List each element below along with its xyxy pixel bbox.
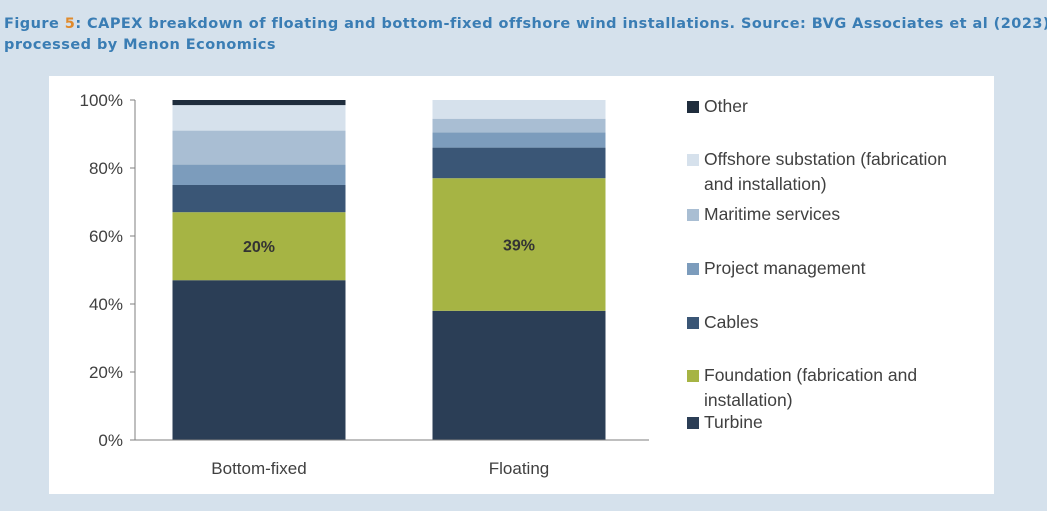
chart-panel: 20% 39% Bottom-fixed Floating 0% 20% 40% 60% 80… xyxy=(49,76,994,494)
axes-group: Bottom-fixed Floating 0% 20% 40% 60% 80% 100% xyxy=(80,91,649,478)
bar-bottom-fixed-maritime-services xyxy=(172,130,346,165)
bar-floating-offshore-substation-fabrication-and-installation xyxy=(432,100,606,119)
bar-floating-project-management xyxy=(432,132,606,148)
bar-bottom-fixed-cables xyxy=(172,185,346,213)
bar-bottom-fixed-other xyxy=(172,100,346,106)
y-tick-label: 80% xyxy=(89,159,123,178)
caption-line-2: processed by Menon Economics xyxy=(4,37,276,53)
bar-bottom-fixed-turbine xyxy=(172,280,346,440)
bar-floating-turbine xyxy=(432,310,606,440)
data-label-group: 20% 39% xyxy=(243,238,535,257)
bar-floating-foundation-fabrication-and-installation xyxy=(432,178,606,311)
bar-floating-maritime-services xyxy=(432,118,606,133)
category-label-bottom-fixed: Bottom-fixed xyxy=(211,459,306,478)
caption-title: : CAPEX breakdown of floating and bottom… xyxy=(75,16,1047,32)
y-tick-label: 100% xyxy=(80,91,123,110)
y-tick-label: 40% xyxy=(89,295,123,314)
bar-floating-cables xyxy=(432,147,606,179)
bar-bottom-fixed-offshore-substation-fabrication-and-installation xyxy=(172,105,346,131)
y-tick-label: 60% xyxy=(89,227,123,246)
stacked-bar-chart: 20% 39% Bottom-fixed Floating 0% 20% 40% 60% 80… xyxy=(80,91,649,478)
y-tick-label: 20% xyxy=(89,363,123,382)
data-label-floating-foundation-fabrication-and-installation: 39% xyxy=(503,238,535,255)
category-label-floating: Floating xyxy=(489,459,549,478)
caption-line-1: Figure 5: CAPEX breakdown of floating an… xyxy=(4,14,1047,35)
bar-bottom-fixed-project-management xyxy=(172,164,346,185)
y-tick-label: 0% xyxy=(98,431,123,450)
caption-prefix: Figure xyxy=(4,16,65,32)
data-label-bottom-fixed-foundation-fabrication-and-installation: 20% xyxy=(243,239,275,256)
figure-caption: Figure 5: CAPEX breakdown of floating an… xyxy=(4,14,1047,56)
figure-number: 5 xyxy=(64,16,76,32)
bar-bottom-fixed-foundation-fabrication-and-installation xyxy=(172,212,346,281)
bar-group xyxy=(172,100,606,440)
